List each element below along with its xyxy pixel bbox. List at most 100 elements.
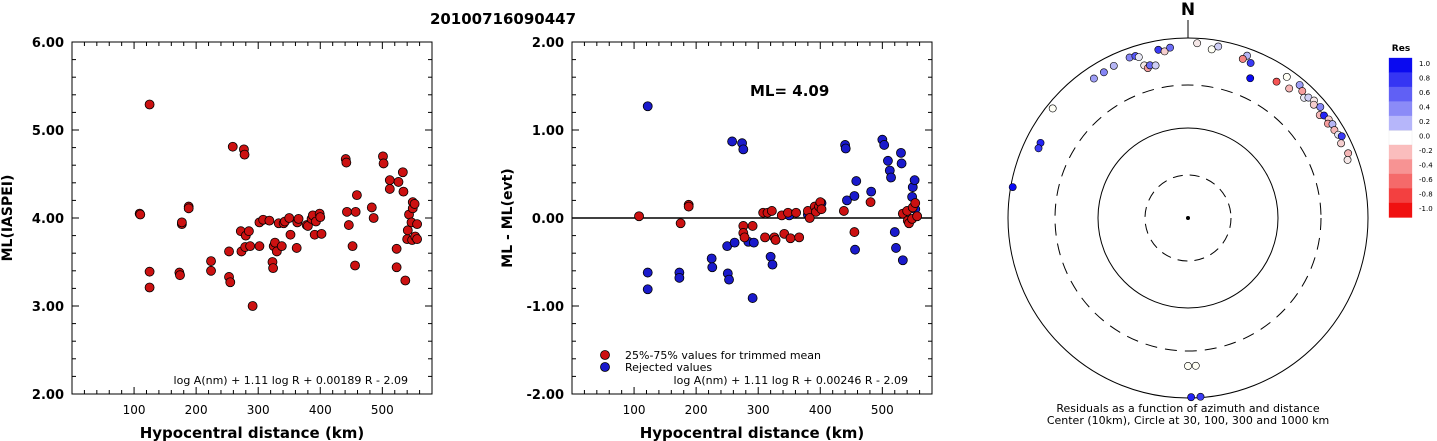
trimmed-mean-point [838, 206, 849, 216]
rejected-point [891, 243, 901, 253]
data-point [276, 241, 287, 252]
data-point [291, 243, 302, 253]
y-tick-label: -2.00 [527, 388, 564, 403]
colorbar-tick-label: 0.8 [1419, 75, 1430, 83]
station-point [1184, 362, 1192, 370]
figure-title: 20100716090447 [430, 10, 576, 28]
y-tick-label: 2.00 [532, 36, 564, 51]
trimmed-mean-point [675, 218, 686, 229]
data-point [268, 263, 279, 274]
y-tick-label: 2.00 [32, 388, 64, 403]
station-point [1187, 393, 1196, 402]
rejected-point [866, 186, 877, 197]
polar-residual-map: N Residuals as a function of azimuth and… [1007, 0, 1369, 427]
station-point [1160, 47, 1169, 56]
left-chart: 100 200 300 400 500 2.00 3.00 4.00 5.00 6.00 log … [0, 36, 433, 441]
left-axis-ticks: 100 200 300 400 500 2.00 3.00 4.00 5.00 6.00 [32, 36, 432, 417]
station-point [1008, 183, 1017, 191]
colorbar-tick-label: -0.2 [1419, 147, 1433, 155]
middle-data-points [634, 101, 923, 303]
station-point [1109, 61, 1118, 70]
data-point [175, 270, 185, 281]
trimmed-mean-point [794, 232, 805, 243]
colorbar-cell [1388, 72, 1413, 88]
data-point [264, 215, 275, 226]
station-point [1196, 392, 1205, 401]
left-x-axis-label: Hypocentral distance (km) [140, 424, 365, 441]
colorbar-cell [1388, 144, 1413, 160]
rejected-point [883, 155, 893, 166]
trimmed-mean-point [849, 227, 860, 237]
station-point [1099, 68, 1108, 77]
trimmed-mean-point [804, 213, 815, 223]
x-tick-label: 300 [747, 403, 770, 417]
station-point [1191, 361, 1200, 370]
rejected-point [724, 274, 734, 285]
middle-axis-ticks: 100 200 300 400 500 -2.00 -1.00 0.00 1.00 2.00 [527, 36, 932, 417]
station-point [1166, 43, 1174, 52]
y-tick-label: 6.00 [32, 36, 64, 51]
legend-label-trimmed: 25%-75% values for trimmed mean [625, 349, 821, 362]
north-label: N [1181, 0, 1195, 20]
x-tick-label: 300 [247, 403, 270, 417]
middle-chart: 100 200 300 400 500 -2.00 -1.00 0.00 1.00 2.00 ML… [500, 36, 933, 441]
colorbar-cell [1388, 202, 1413, 218]
colorbar-tick-label: 1.0 [1419, 60, 1430, 68]
colorbar-tick-label: -0.6 [1419, 176, 1433, 184]
station-point [1309, 100, 1318, 109]
station-point [1134, 53, 1143, 62]
ring-30km [1144, 174, 1232, 262]
data-point [398, 186, 409, 197]
data-point [225, 277, 236, 288]
data-point [350, 206, 361, 217]
y-tick-label: -1.00 [527, 300, 564, 315]
station-point [1034, 144, 1043, 153]
rejected-point [909, 175, 920, 186]
rejected-point [727, 136, 738, 147]
x-tick-label: 400 [309, 403, 332, 417]
data-point [293, 213, 304, 224]
data-point [285, 229, 296, 240]
data-point [397, 167, 408, 178]
rejected-point [897, 255, 908, 266]
data-point [227, 141, 238, 152]
trimmed-mean-point [791, 207, 801, 218]
data-point [206, 265, 216, 276]
colorbar-cell [1388, 130, 1413, 146]
station-point [1337, 132, 1346, 141]
rejected-point [886, 172, 896, 183]
colorbar-cell [1388, 57, 1413, 73]
station-point [1246, 59, 1255, 67]
trimmed-mean-point [783, 207, 793, 218]
trimmed-mean-point [760, 232, 770, 243]
data-point [347, 241, 358, 252]
data-point [315, 212, 326, 223]
y-tick-label: 1.00 [532, 124, 564, 139]
data-point [412, 234, 423, 245]
station-point [1207, 45, 1216, 54]
data-point [341, 157, 352, 168]
station-point [1316, 103, 1325, 111]
station-point [1238, 55, 1247, 63]
rejected-point [642, 101, 653, 112]
data-point [183, 203, 194, 214]
station-point [1193, 39, 1202, 48]
trimmed-mean-point [910, 198, 921, 208]
left-data-points [134, 99, 423, 311]
colorbar-tick-label: 0.6 [1419, 89, 1431, 97]
middle-x-axis-label: Hypocentral distance (km) [640, 424, 865, 441]
colorbar-cell [1388, 115, 1413, 131]
rejected-point [889, 227, 900, 237]
data-point [343, 220, 354, 230]
colorbar-tick-label: -0.4 [1419, 162, 1433, 170]
data-point [350, 260, 360, 271]
data-point [224, 246, 234, 257]
station-point [1151, 61, 1160, 70]
data-point [135, 209, 146, 220]
station-point [1344, 149, 1353, 158]
legend-label-rejected: Rejected values [625, 361, 712, 374]
station-point [1337, 139, 1345, 148]
trimmed-mean-point [683, 201, 694, 212]
station-point [1246, 74, 1255, 83]
y-tick-label: 3.00 [32, 300, 64, 315]
